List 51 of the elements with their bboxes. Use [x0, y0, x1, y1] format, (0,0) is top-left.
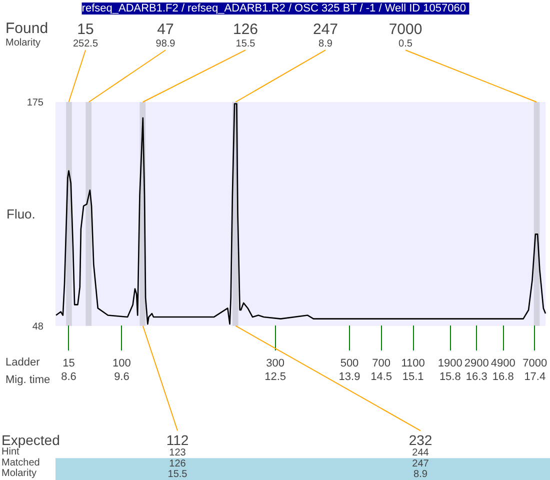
- text: 247: [412, 458, 430, 470]
- text: 15.5: [168, 468, 188, 480]
- text: Molarity: [2, 468, 37, 479]
- x-tick-label: 14.5: [370, 370, 392, 383]
- annotation: 47: [157, 21, 174, 38]
- x-tick-label: 13.9: [338, 370, 360, 383]
- text: Expected: [2, 432, 60, 448]
- x-tick-label: 16.3: [466, 370, 488, 383]
- x-tick-label: 15.8: [439, 370, 461, 383]
- annotation: 7000: [388, 21, 422, 38]
- y-tick-label: 175: [26, 98, 44, 108]
- x-tick-label: 9.6: [114, 370, 130, 383]
- x-tick-label: 15.1: [402, 370, 424, 383]
- text: 4900: [490, 357, 516, 370]
- x-tick-label: 12.5: [264, 370, 286, 383]
- x-tick-label: 17.4: [524, 370, 546, 383]
- text: 2900: [464, 357, 489, 370]
- text: 126: [169, 458, 186, 470]
- chart-title: refseq_ADARB1.F2 / refseq_ADARB1.R2 / OSC 325 BT / -1 / Well ID 1057060: [82, 2, 466, 14]
- text: 252.5: [72, 38, 98, 50]
- text: 8.9: [318, 38, 333, 50]
- annotation: 15: [77, 21, 94, 38]
- x-tick-label: 8.6: [61, 370, 76, 383]
- text: 15: [62, 357, 75, 370]
- text: 1100: [401, 357, 425, 370]
- text: Found: [6, 20, 48, 38]
- text: 100: [112, 357, 131, 370]
- text: 1900: [438, 357, 462, 370]
- text: 300: [266, 357, 285, 370]
- text: 0.5: [398, 38, 413, 50]
- annotation: 247: [312, 21, 338, 38]
- text: 123: [169, 448, 186, 459]
- text: 500: [340, 357, 359, 370]
- text: 700: [372, 357, 390, 370]
- text: Matched: [2, 458, 40, 469]
- text: 15.5: [236, 38, 256, 50]
- y-tick-label: 48: [32, 321, 44, 332]
- text: Molarity: [6, 37, 41, 48]
- text: 8.9: [414, 468, 428, 480]
- annotation: 126: [232, 21, 258, 38]
- text: 244: [412, 448, 430, 459]
- annotation: 232: [408, 432, 432, 448]
- annotation: 112: [166, 432, 189, 448]
- x-tick-label: 16.8: [492, 370, 514, 383]
- text: Ladder: [6, 356, 40, 368]
- x-axis-title: Mig. time: [6, 374, 50, 386]
- y-axis-title: Fluo.: [6, 206, 36, 222]
- text: 98.9: [156, 38, 176, 50]
- text: Hint: [2, 446, 20, 458]
- text: 7000: [522, 357, 548, 370]
- line-series: [55, 103, 546, 325]
